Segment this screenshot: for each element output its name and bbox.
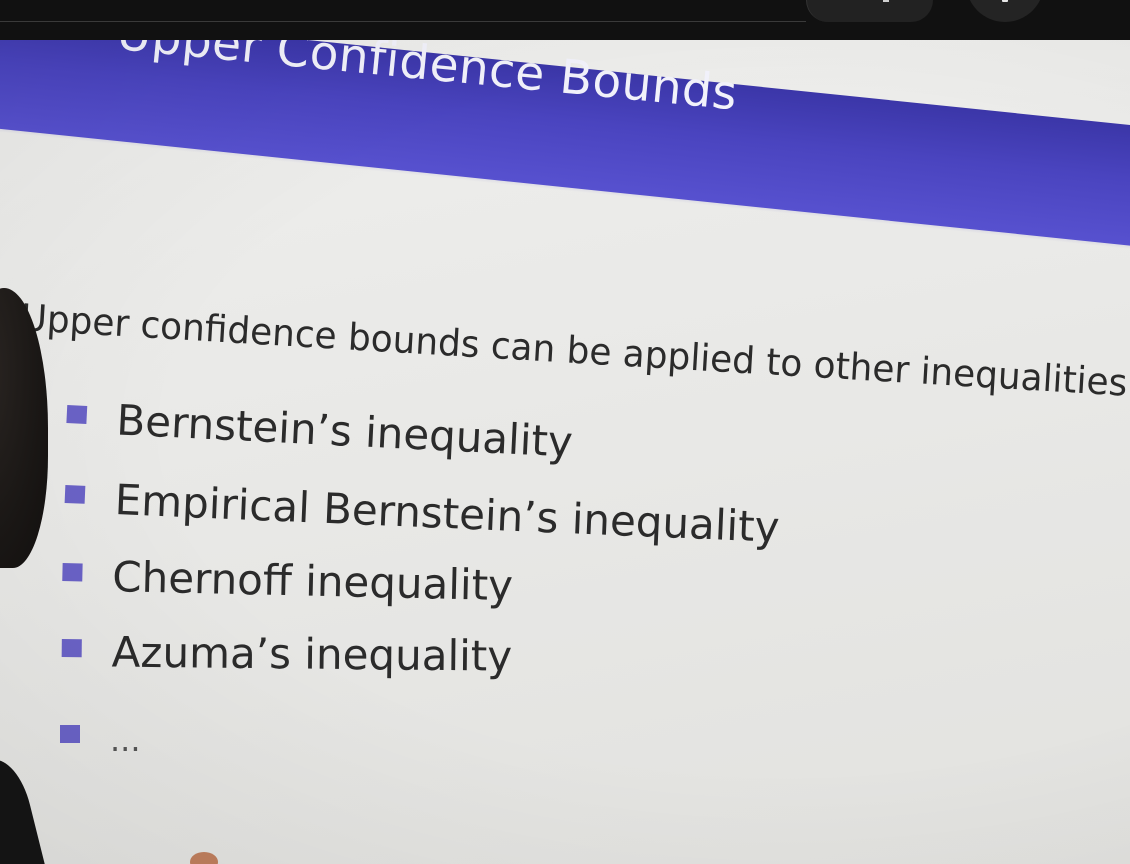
player-pill-button[interactable] bbox=[806, 0, 933, 22]
bullet-text: ... bbox=[110, 720, 141, 759]
bullet-square-icon bbox=[66, 404, 88, 424]
bullet-item: Empirical Bernstein’s inequality bbox=[64, 470, 781, 552]
bullet-square-icon bbox=[61, 638, 82, 657]
bullet-item: Azuma’s inequality bbox=[61, 624, 512, 681]
bullet-square-icon bbox=[62, 562, 83, 581]
bullet-text: Chernoff inequality bbox=[111, 552, 514, 611]
presenter-hand bbox=[190, 852, 218, 864]
bullet-square-icon bbox=[64, 484, 86, 504]
more-options-icon bbox=[1002, 0, 1008, 2]
slide-lead-text: Upper confidence bounds can be applied t… bbox=[19, 296, 1129, 405]
bullet-square-icon bbox=[60, 724, 80, 743]
bullet-text: Empirical Bernstein’s inequality bbox=[113, 475, 781, 552]
video-player-top-bar bbox=[0, 0, 1130, 40]
bullet-item: Chernoff inequality bbox=[62, 548, 514, 610]
player-control-icon bbox=[883, 0, 889, 2]
bullet-text: Bernstein’s inequality bbox=[115, 395, 574, 467]
bullet-item: Bernstein’s inequality bbox=[65, 390, 574, 467]
player-round-button[interactable] bbox=[966, 0, 1044, 22]
bullet-text: Azuma’s inequality bbox=[111, 627, 513, 681]
bullet-item: ... bbox=[60, 710, 141, 759]
progress-track[interactable] bbox=[0, 21, 806, 22]
